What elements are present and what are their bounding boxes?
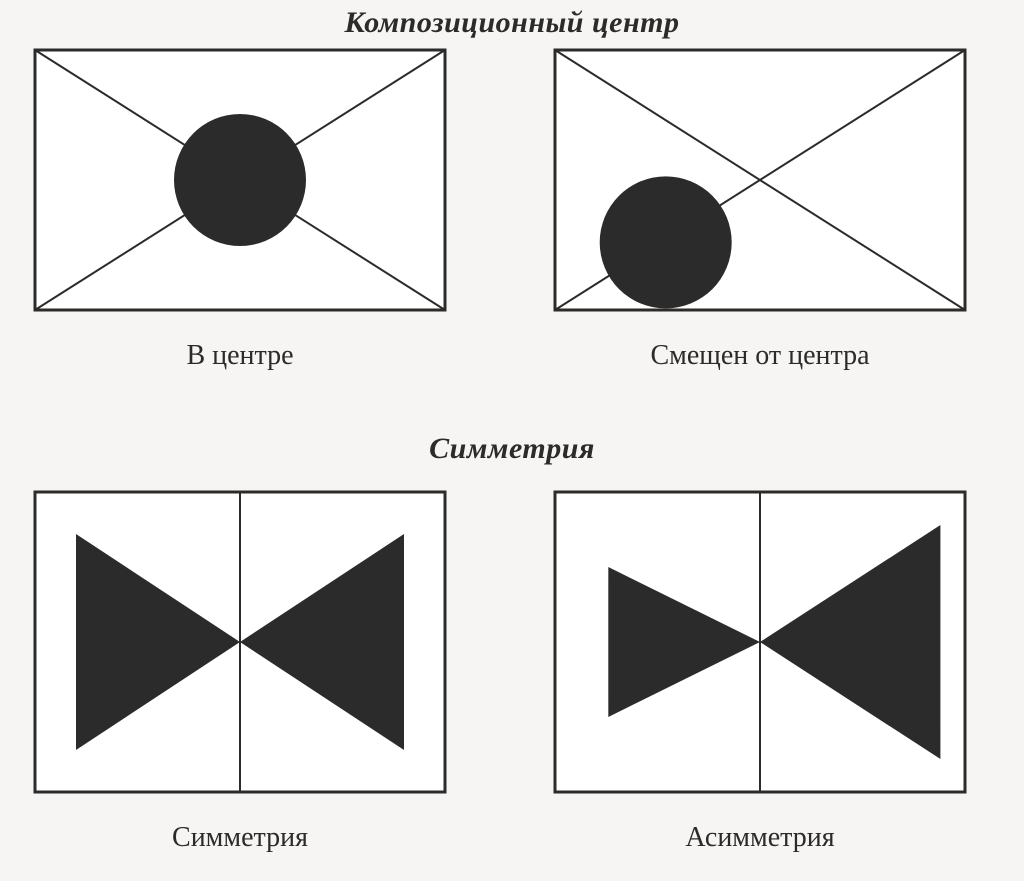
focal-circle xyxy=(174,114,306,246)
panel-caption-top-left: В центре xyxy=(35,340,445,372)
focal-circle xyxy=(600,176,732,308)
panel-caption-top-right: Смещен от центра xyxy=(555,340,965,372)
panel-caption-bottom-right: Асимметрия xyxy=(555,822,965,854)
diagram-page: Композиционный центр В центре Смещен от … xyxy=(0,0,1024,881)
section2-title: Симметрия xyxy=(0,432,1024,466)
panel-caption-bottom-left: Симметрия xyxy=(35,822,445,854)
